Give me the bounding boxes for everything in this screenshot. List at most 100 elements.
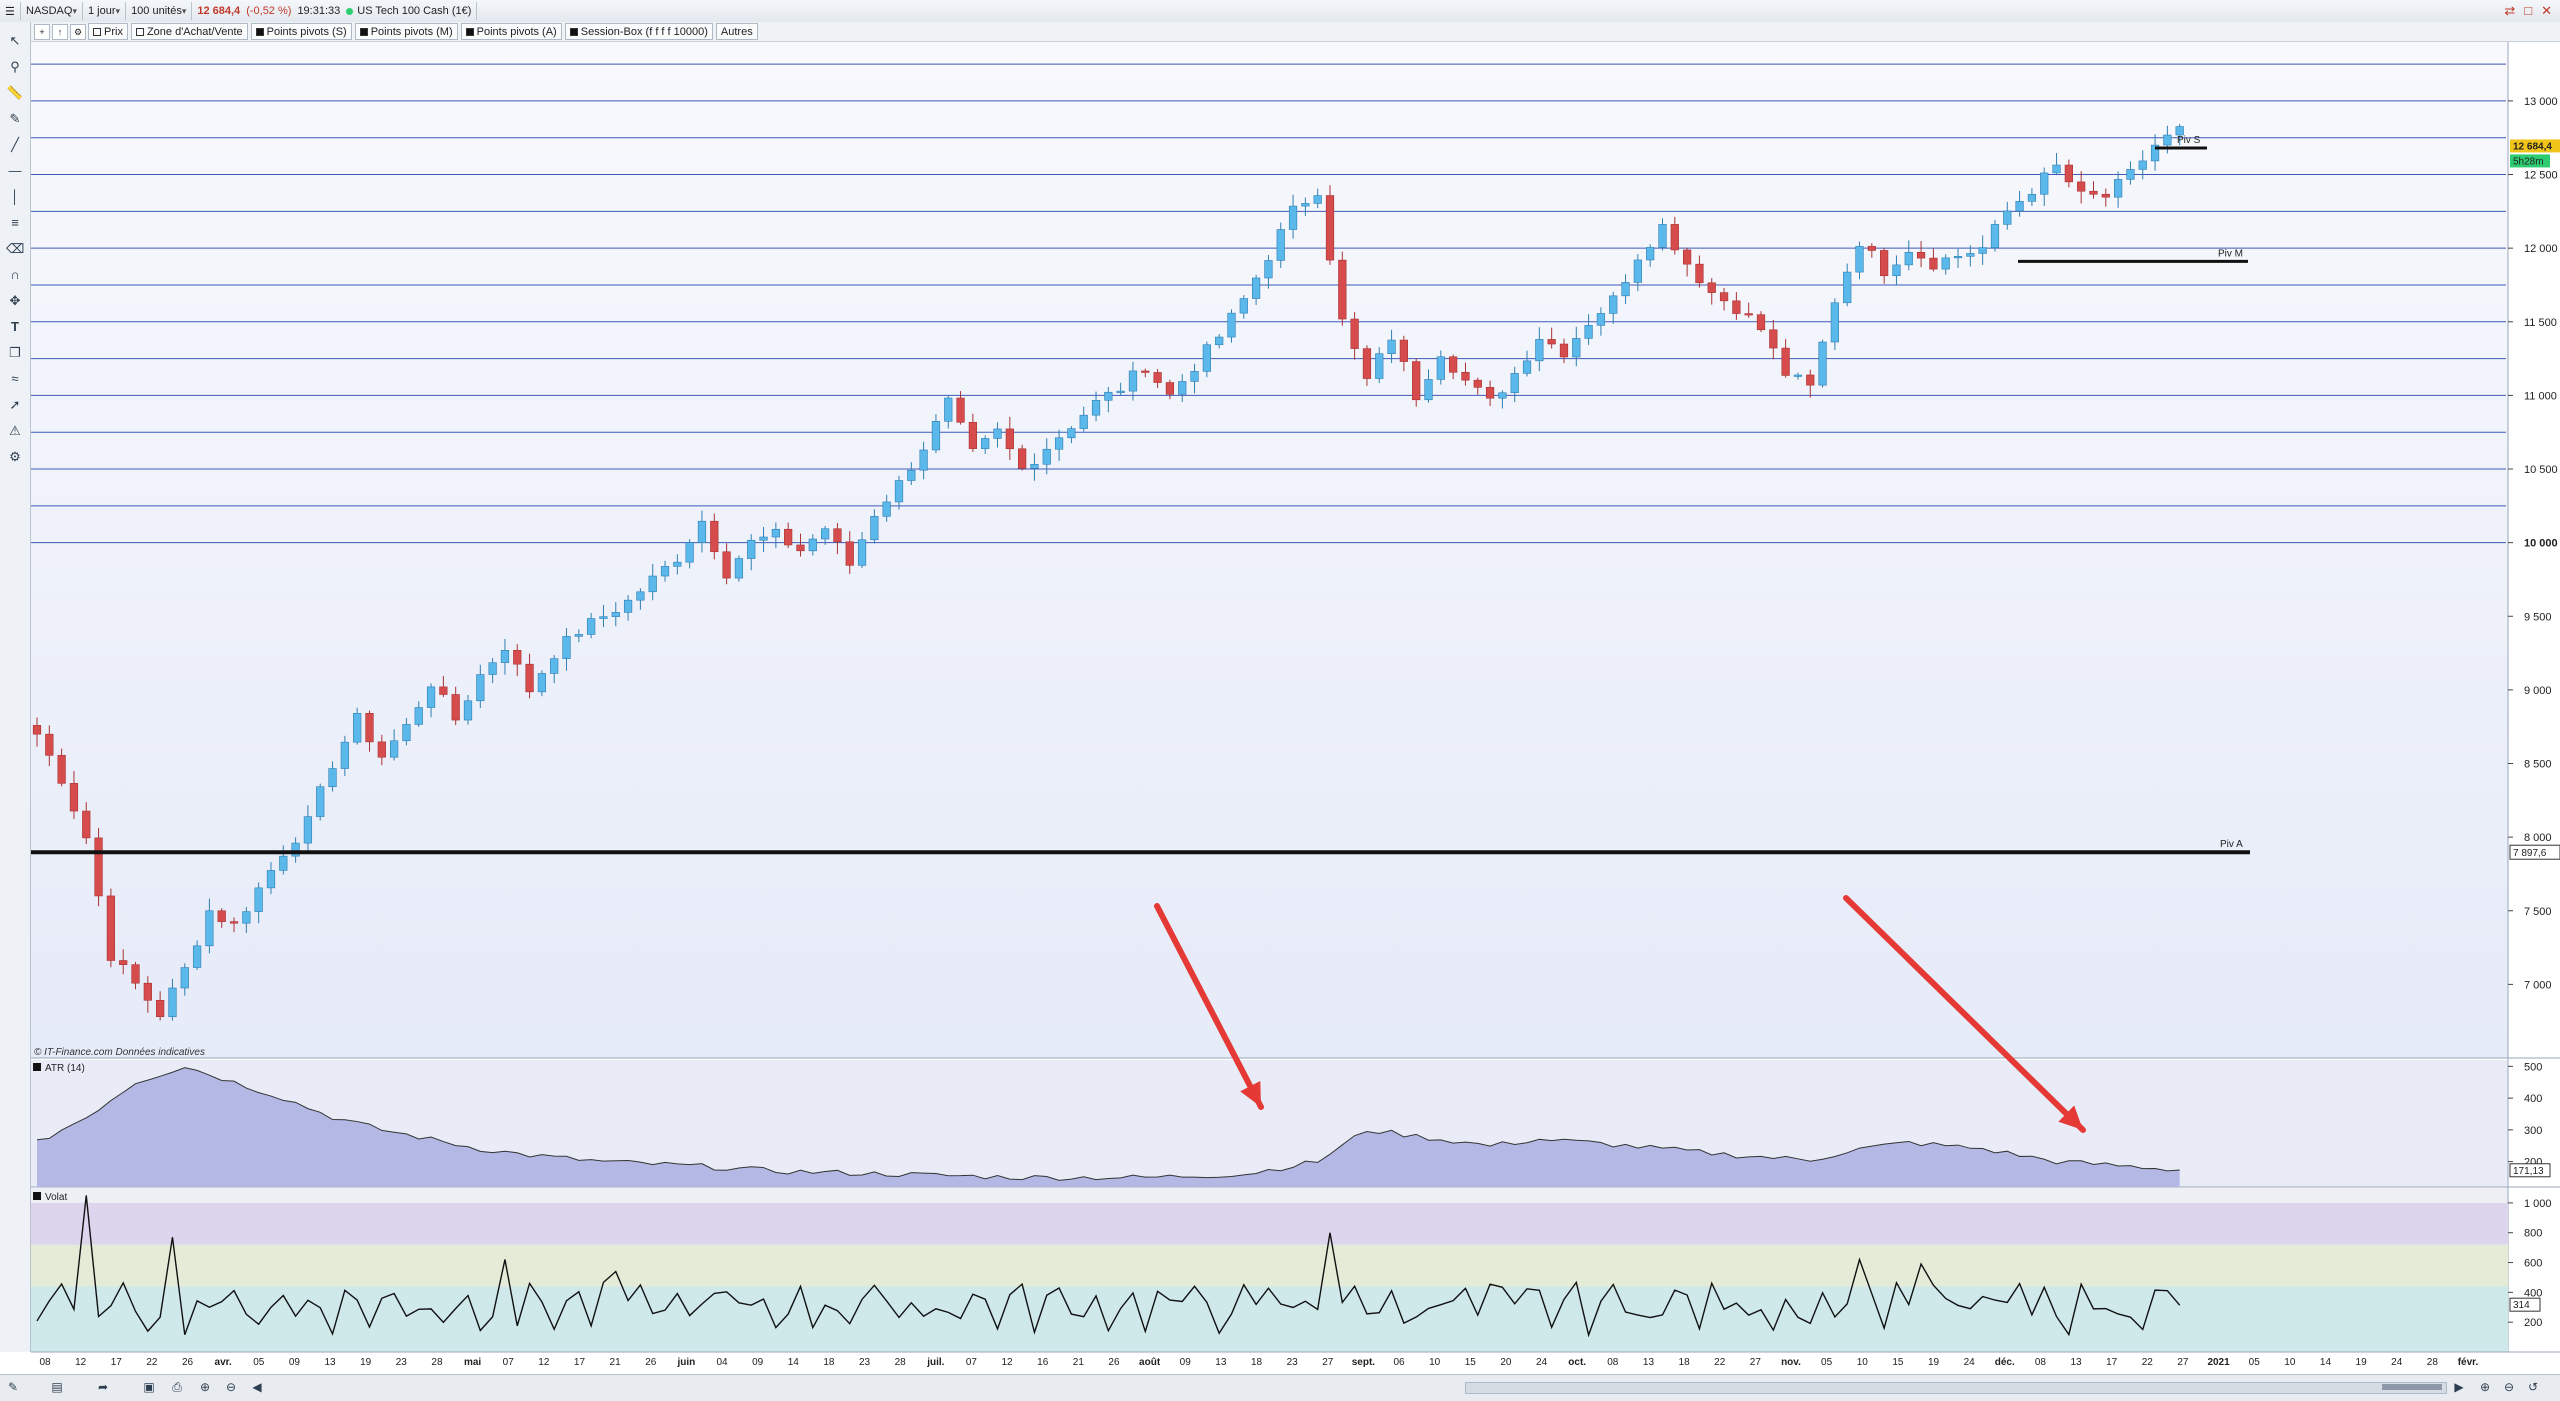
candle-body (119, 960, 128, 965)
tab-others[interactable]: Autres (715, 23, 758, 40)
reset-zoom-icon[interactable]: ↺ (2527, 1380, 2539, 1394)
candle-body (870, 516, 879, 541)
candle-body (1276, 229, 1285, 261)
alert-icon[interactable]: ⚠ (9, 423, 21, 438)
candle-body (956, 397, 965, 423)
candle-body (981, 438, 990, 449)
y-tick-label: 10 000 (2524, 538, 2558, 550)
x-tick-label: 09 (289, 1357, 301, 1368)
zoom-out-icon[interactable]: ⊖ (225, 1380, 237, 1394)
candle-body (229, 921, 239, 924)
candle-body (1301, 203, 1310, 207)
pencil-icon[interactable]: ✎ (9, 111, 21, 126)
candle-body (882, 501, 891, 517)
last-price: 12 684,4 (197, 5, 241, 17)
units-selector[interactable]: 100 unités (126, 2, 193, 20)
scroll-left-icon[interactable]: ◀ (252, 1380, 262, 1394)
tab-pivots-annual[interactable]: Points pivots (A) (460, 23, 562, 40)
candle-body (1498, 392, 1507, 399)
copy-icon[interactable]: ❐ (9, 345, 21, 360)
y-tick-label: 500 (2524, 1061, 2542, 1073)
x-tick-label: 08 (2035, 1357, 2047, 1368)
y-tick-label: 800 (2524, 1228, 2542, 1240)
pencil-icon[interactable]: ✎ (7, 1380, 19, 1394)
up-arrow-icon[interactable]: ↑ (52, 23, 68, 40)
candle-body (759, 536, 768, 541)
arrow-icon[interactable]: ➚ (9, 397, 21, 412)
candle-body (1251, 277, 1261, 299)
x-tick-label: 10 (2284, 1357, 2296, 1368)
zoom-in-icon[interactable]: ⊕ (199, 1380, 211, 1394)
tab-label: Zone d'Achat/Vente (146, 25, 243, 38)
trendline-icon[interactable]: ╱ (11, 137, 19, 152)
candle-body (1855, 246, 1864, 273)
candle-body (439, 686, 448, 695)
tab-pivots-monthly[interactable]: Points pivots (M) (354, 23, 458, 40)
add-indicator-icon[interactable]: + (34, 23, 50, 40)
candle-body (2126, 169, 2135, 180)
print-icon[interactable]: ⎙ (172, 1380, 182, 1394)
x-tick-label: 23 (859, 1357, 871, 1368)
tab-session-box[interactable]: Session-Box (f f f f 10000) (564, 23, 713, 40)
vertical-line-icon[interactable]: │ (10, 189, 20, 204)
square-filled-icon (569, 27, 578, 36)
x-tick-label: nov. (1781, 1357, 1801, 1368)
candle-body (685, 542, 694, 563)
candle-body (1707, 282, 1716, 293)
tab-price[interactable]: Prix (88, 23, 128, 40)
x-tick-label: 22 (2142, 1357, 2154, 1368)
volat-value-badge (2509, 1297, 2541, 1312)
settings-icon[interactable]: ⚙ (9, 449, 21, 464)
candle-body (1054, 437, 1064, 450)
move-icon[interactable]: ✥ (9, 293, 21, 308)
tools-icon[interactable]: ⚙ (70, 23, 86, 40)
maximize-window-icon[interactable]: □ (2524, 3, 2533, 18)
ruler-icon[interactable]: 📏 (6, 85, 24, 100)
candle-body (1264, 260, 1273, 279)
cursor-icon[interactable]: ↖ (9, 33, 21, 48)
candle-body (1424, 379, 1433, 401)
candle-body (2077, 181, 2086, 192)
zoom-out-icon[interactable]: ⊖ (2503, 1380, 2515, 1394)
candle-body (1005, 428, 1014, 450)
share-icon[interactable]: ➦ (97, 1380, 109, 1394)
y-tick-label: 600 (2524, 1258, 2542, 1270)
candle-body (2064, 164, 2073, 183)
eraser-icon[interactable]: ⌫ (6, 241, 25, 256)
candle-body (1485, 387, 1495, 399)
time-scrollbar[interactable] (1465, 1382, 2447, 1394)
x-tick-label: 23 (396, 1357, 408, 1368)
x-tick-label: 21 (1073, 1357, 1085, 1368)
restore-window-icon[interactable]: ⇄ (2504, 3, 2516, 18)
zoom-in-icon[interactable]: ⊕ (2479, 1380, 2491, 1394)
tab-pivots-weekly[interactable]: Points pivots (S) (250, 23, 352, 40)
candle-body (488, 662, 497, 675)
price-change: (-0,52 %) (246, 5, 292, 17)
scrollbar-thumb[interactable] (2382, 1384, 2442, 1390)
fibonacci-icon[interactable]: ≈ (11, 371, 19, 386)
candle-body (1732, 300, 1741, 314)
chart-type-icon[interactable]: ▤ (51, 1380, 63, 1394)
candle-body (2163, 134, 2172, 146)
zoom-icon[interactable]: ⚲ (10, 59, 20, 74)
magnet-icon[interactable]: ∩ (10, 267, 20, 282)
candle-body (279, 855, 288, 871)
text-icon[interactable]: T (11, 319, 19, 334)
candle-body (106, 895, 116, 961)
close-window-icon[interactable]: ✕ (2541, 3, 2552, 18)
scroll-right-icon[interactable]: ▶ (2454, 1380, 2464, 1394)
screenshot-icon[interactable]: ▣ (143, 1380, 155, 1394)
candle-body (205, 910, 214, 947)
candle-body (2003, 210, 2012, 225)
candle-body (353, 712, 362, 743)
candle-body (1781, 347, 1790, 376)
horizontal-line-icon[interactable]: ― (8, 163, 22, 178)
candle-body (1584, 325, 1593, 339)
candle-body (1769, 329, 1778, 349)
candle-body (648, 575, 657, 593)
candle-body (1633, 259, 1642, 283)
channel-icon[interactable]: ≡ (11, 215, 19, 230)
tab-buy-sell-zone[interactable]: Zone d'Achat/Vente (130, 23, 248, 40)
x-tick-label: déc. (1995, 1357, 2015, 1368)
